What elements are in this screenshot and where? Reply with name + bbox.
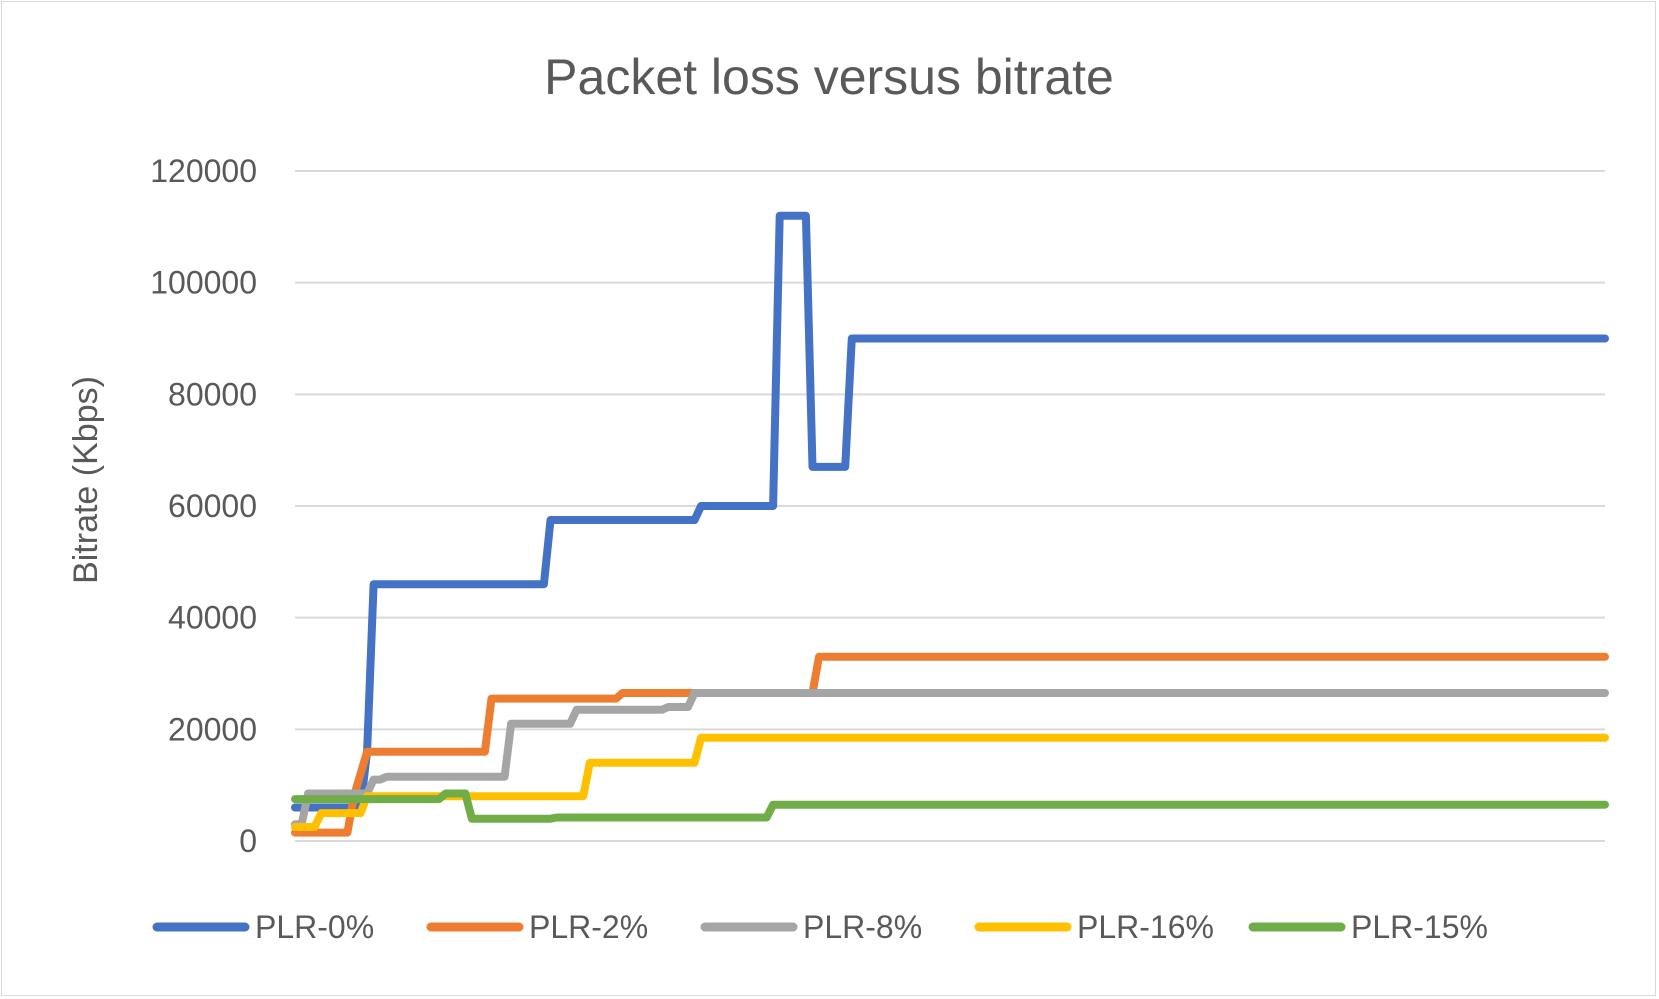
series-line-plr-15- <box>291 789 1609 823</box>
series-lines <box>291 211 1609 837</box>
series-line-plr-8- <box>291 689 1609 829</box>
y-tick-label: 40000 <box>168 600 257 636</box>
y-tick-label: 20000 <box>168 711 257 747</box>
legend-label: PLR-0% <box>255 909 374 945</box>
legend-label: PLR-2% <box>529 909 648 945</box>
series-line-plr-0- <box>291 211 1609 812</box>
chart-title: Packet loss versus bitrate <box>544 49 1114 105</box>
y-axis-ticks: 0 20000 40000 60000 80000 100000 120000 <box>150 153 257 859</box>
legend-label: PLR-15% <box>1351 909 1488 945</box>
legend-label: PLR-8% <box>803 909 922 945</box>
y-tick-label: 0 <box>239 823 257 859</box>
y-axis-title: Bitrate (Kbps) <box>67 376 105 584</box>
y-tick-label: 60000 <box>168 488 257 524</box>
y-tick-label: 100000 <box>150 265 257 301</box>
series-line-plr-16- <box>291 733 1609 831</box>
series-line-plr-2- <box>291 652 1609 837</box>
y-tick-label: 80000 <box>168 376 257 412</box>
legend: PLR-0% PLR-2% PLR-8% PLR-16% PLR-15% <box>152 909 1488 945</box>
y-tick-label: 120000 <box>150 153 257 189</box>
legend-label: PLR-16% <box>1077 909 1214 945</box>
